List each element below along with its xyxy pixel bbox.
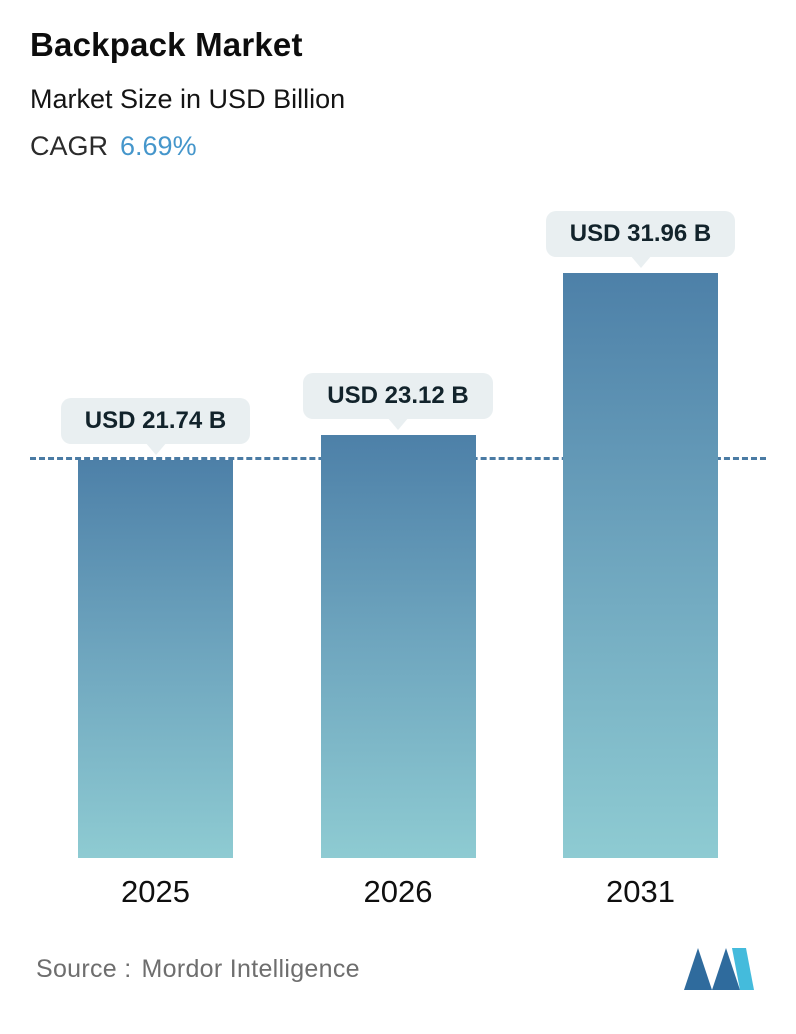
cagr-value: 6.69% — [120, 131, 197, 161]
bar-2026 — [320, 435, 476, 858]
x-axis-label-2026: 2026 — [363, 874, 433, 909]
source-name: Mordor Intelligence — [141, 954, 360, 983]
x-axis-labels: 2025 2026 2031 — [30, 874, 766, 910]
label-pointer-icon — [144, 442, 167, 455]
bar-chart: USD 21.74 B USD 23.12 B USD 31.96 B — [30, 206, 766, 858]
source-label: Source : — [36, 954, 132, 983]
bar-column-2026: USD 23.12 B — [303, 373, 493, 858]
x-axis-label-2031: 2031 — [606, 874, 675, 909]
chart-footer: Source : Mordor Intelligence — [36, 946, 756, 992]
bar-column-2025: USD 21.74 B — [60, 398, 251, 858]
chart-subtitle: Market Size in USD Billion — [30, 84, 346, 114]
mordor-intelligence-logo — [684, 948, 754, 990]
page-title: Backpack Market — [30, 26, 303, 63]
source-text: Source : Mordor Intelligence — [36, 955, 360, 984]
x-axis-label-2025: 2025 — [121, 874, 190, 909]
backpack-market-chart-page: Backpack Market Market Size in USD Billi… — [30, 26, 796, 992]
bars-container: USD 21.74 B USD 23.12 B USD 31.96 B — [30, 206, 766, 858]
bar-2025 — [78, 460, 233, 858]
value-label: USD 23.12 B — [303, 373, 493, 419]
value-label: USD 31.96 B — [545, 211, 736, 257]
bar-2031 — [563, 273, 718, 858]
cagr-line: CAGR 6.69% — [30, 131, 796, 162]
bar-column-2031: USD 31.96 B — [545, 211, 736, 858]
label-pointer-icon — [387, 417, 409, 430]
cagr-label: CAGR — [30, 131, 109, 161]
value-label: USD 21.74 B — [60, 398, 251, 444]
label-pointer-icon — [629, 255, 652, 268]
